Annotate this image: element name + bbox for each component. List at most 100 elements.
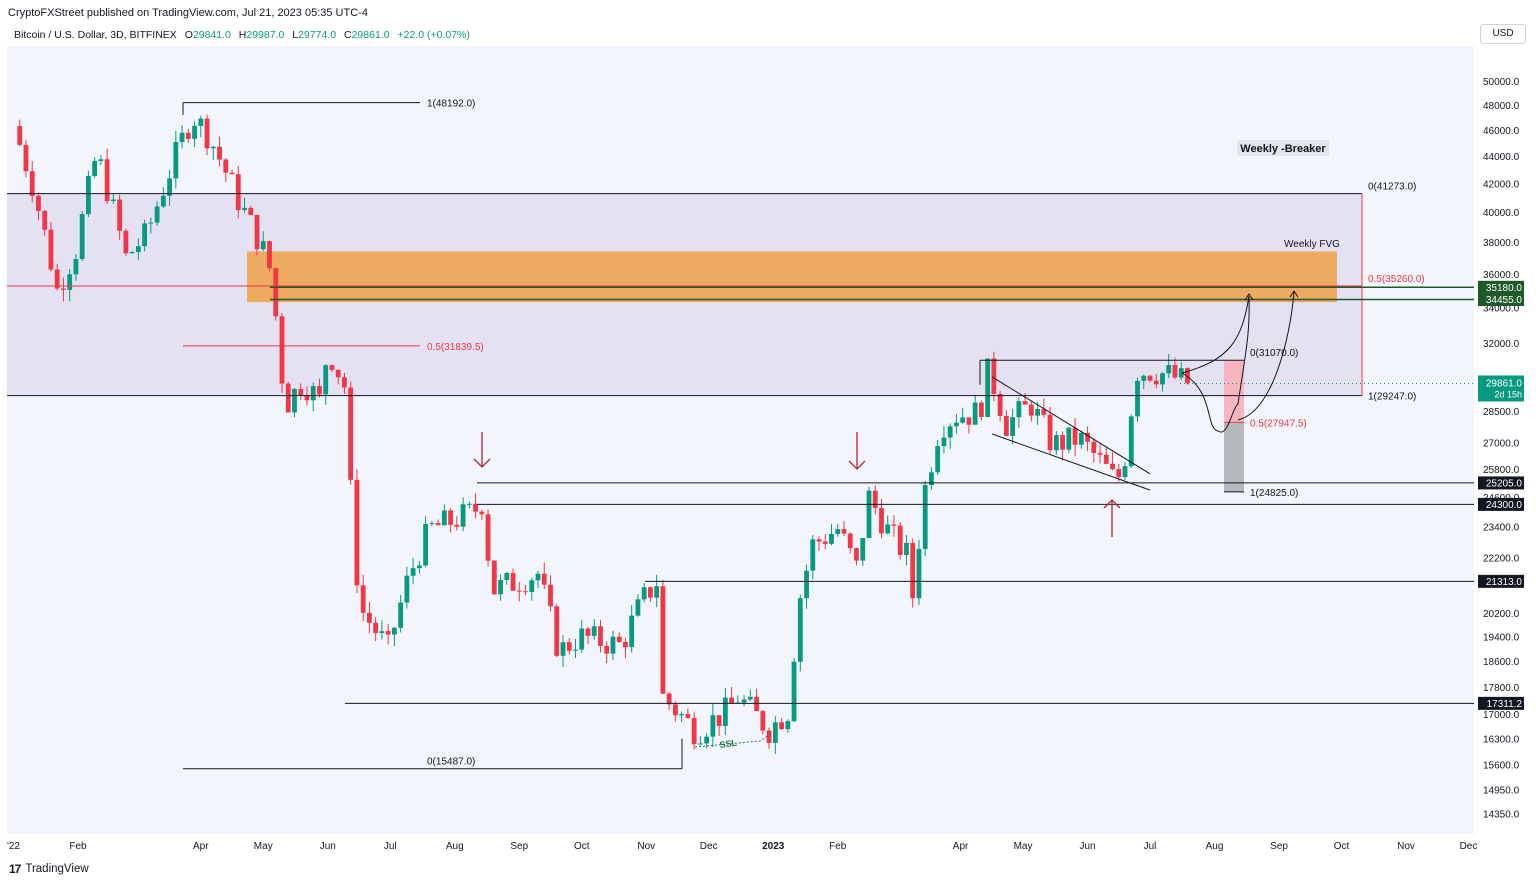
candle-body [573, 649, 578, 651]
candle-body [1166, 365, 1172, 374]
candle-body [329, 365, 335, 370]
last-price-tag [1478, 375, 1524, 402]
y-tick-label: 27000.0 [1483, 439, 1520, 450]
candle-body [92, 160, 98, 177]
candle-body [929, 472, 934, 486]
candle-body [17, 126, 23, 145]
wedge-lower-line [991, 433, 1151, 491]
candle-body [504, 573, 510, 580]
candle-body [1016, 401, 1022, 418]
candle-body [491, 560, 497, 595]
candle-body [485, 514, 491, 561]
low-label: L [292, 29, 299, 41]
candle-body [1135, 380, 1140, 417]
currency-button[interactable]: USD [1480, 24, 1526, 44]
countdown-label: 2d 15h [1494, 389, 1522, 399]
candle-body [1185, 368, 1190, 384]
x-tick-label: Aug [446, 841, 464, 852]
tradingview-brand[interactable]: 17 TradingView [9, 862, 89, 876]
candle-body [1110, 463, 1115, 470]
candle-body [598, 626, 603, 646]
candle-body [410, 568, 416, 576]
candle-body [729, 697, 735, 704]
candle-body [498, 579, 503, 595]
x-tick-label: Feb [829, 841, 847, 852]
candle-body [1128, 416, 1134, 467]
candle-body [129, 252, 135, 254]
candle-body [991, 358, 997, 394]
candle-body [98, 159, 104, 161]
candle-body [210, 146, 216, 149]
level-tag-label: 24300.0 [1486, 500, 1523, 511]
candle-body [229, 172, 235, 175]
candle-body [673, 704, 678, 716]
high-value: 29987.0 [246, 29, 285, 41]
y-tick-label: 19400.0 [1483, 633, 1520, 644]
fib-label: 1(29247.0) [1368, 392, 1416, 403]
short-target-box [1224, 422, 1244, 492]
brand-label: TradingView [25, 863, 89, 875]
candle-body [779, 722, 784, 730]
price-axis-bg [1474, 46, 1536, 846]
candle-body [947, 426, 953, 438]
candle-body [922, 485, 928, 549]
candle-body [810, 539, 816, 571]
candle-body [978, 402, 984, 417]
y-tick-label: 16300.0 [1483, 735, 1520, 746]
fib-label: 0.5(35260.0) [1368, 274, 1425, 285]
close-value: 29861.0 [351, 29, 390, 41]
y-tick-label: 32000.0 [1483, 339, 1520, 350]
candle-body [566, 642, 572, 651]
candle-body [354, 479, 360, 586]
candle-body [541, 573, 547, 585]
candle-body [48, 229, 54, 270]
candle-body [691, 717, 697, 745]
low-value: 29774.0 [298, 29, 337, 41]
candle-body [941, 437, 947, 447]
x-tick-label: 2023 [762, 841, 785, 852]
change-value: +22.0 (+0.07%) [397, 29, 470, 41]
time-axis-bg [0, 835, 1476, 855]
candle-body [335, 369, 341, 378]
y-tick-label: 48000.0 [1483, 101, 1520, 112]
candle-body [747, 696, 753, 700]
candle-body [847, 533, 853, 549]
candle-body [1160, 373, 1165, 385]
candle-body [797, 598, 803, 662]
candle-body [117, 199, 123, 231]
candle-body [629, 615, 635, 648]
symbol-name[interactable]: Bitcoin / U.S. Dollar, 3D, BITFINEX [14, 29, 177, 41]
y-tick-label: 23400.0 [1483, 523, 1520, 534]
candle-body [610, 636, 616, 654]
candle-body [360, 585, 366, 613]
candle-body [342, 377, 347, 388]
projection-curve-1b [1181, 295, 1250, 374]
candle-body [872, 490, 878, 509]
candle-body [1153, 380, 1159, 385]
candle-body [104, 159, 110, 202]
fib-label: 1(48192.0) [427, 99, 475, 110]
candle-body [904, 542, 909, 555]
candle-body [1078, 432, 1084, 445]
candle-body [441, 510, 447, 526]
candle-body [585, 628, 591, 636]
candle-body [835, 529, 841, 534]
candle-body [323, 365, 329, 395]
x-tick-label: Sep [1270, 841, 1288, 852]
candle-body [641, 587, 647, 600]
y-tick-label: 22200.0 [1483, 553, 1520, 564]
candle-body [79, 214, 85, 260]
level-tag-label: 25205.0 [1486, 478, 1523, 489]
candle-body [866, 490, 872, 538]
fib-label: 1(24825.0) [1250, 488, 1298, 499]
candle-body [292, 388, 297, 413]
candle-body [267, 241, 272, 269]
candle-body [148, 222, 154, 224]
y-tick-label: 46000.0 [1483, 126, 1520, 137]
short-risk-box [1224, 360, 1244, 423]
candle-body [1072, 427, 1078, 445]
level-tag [1478, 280, 1524, 294]
candle-body [523, 591, 528, 593]
